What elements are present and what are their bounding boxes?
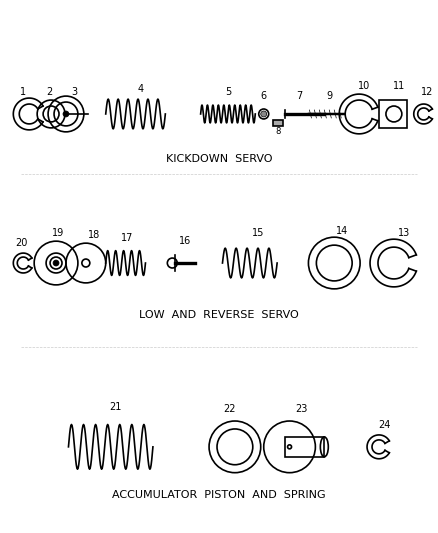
Text: 14: 14 bbox=[336, 226, 348, 236]
Circle shape bbox=[261, 111, 267, 117]
Text: 11: 11 bbox=[393, 81, 405, 91]
Text: 16: 16 bbox=[179, 236, 191, 246]
Text: 9: 9 bbox=[326, 91, 332, 101]
Circle shape bbox=[63, 111, 69, 117]
Text: 6: 6 bbox=[261, 91, 267, 101]
Text: 1: 1 bbox=[20, 87, 26, 97]
Text: LOW  AND  REVERSE  SERVO: LOW AND REVERSE SERVO bbox=[139, 310, 299, 320]
Circle shape bbox=[53, 260, 59, 266]
Text: ACCUMULATOR  PISTON  AND  SPRING: ACCUMULATOR PISTON AND SPRING bbox=[112, 489, 326, 499]
Text: 8: 8 bbox=[275, 127, 280, 136]
Text: 23: 23 bbox=[295, 404, 307, 414]
Bar bbox=[273, 120, 283, 126]
Text: 18: 18 bbox=[88, 230, 100, 240]
Text: 3: 3 bbox=[71, 87, 77, 97]
Text: 10: 10 bbox=[358, 81, 370, 91]
Text: 21: 21 bbox=[110, 402, 122, 412]
Text: KICKDOWN  SERVO: KICKDOWN SERVO bbox=[166, 154, 272, 164]
Text: 4: 4 bbox=[138, 84, 144, 94]
Text: 12: 12 bbox=[420, 87, 433, 97]
Text: 24: 24 bbox=[378, 420, 390, 430]
Bar bbox=[285, 437, 324, 457]
Bar bbox=[379, 100, 407, 128]
Text: 20: 20 bbox=[15, 238, 28, 248]
Text: 13: 13 bbox=[398, 228, 410, 238]
Text: 22: 22 bbox=[224, 404, 236, 414]
Text: 7: 7 bbox=[297, 91, 303, 101]
Text: 5: 5 bbox=[225, 87, 231, 97]
Text: 19: 19 bbox=[52, 228, 64, 238]
Text: 15: 15 bbox=[251, 228, 264, 238]
Text: 17: 17 bbox=[121, 233, 134, 243]
Text: 2: 2 bbox=[46, 87, 52, 97]
